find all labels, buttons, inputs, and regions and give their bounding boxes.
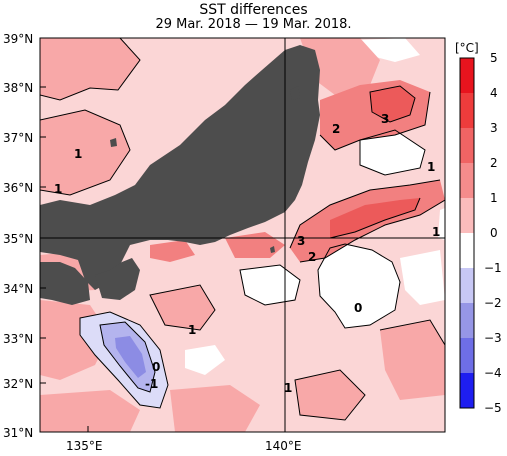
contour-line — [319, 91, 431, 151]
colorbar-segment — [460, 93, 474, 128]
lat-label: 33°N — [3, 332, 33, 346]
colorbar-segment — [460, 198, 474, 233]
lat-label: 35°N — [3, 232, 33, 246]
contour-label: 1 — [427, 160, 435, 174]
colorbar-tick-label: −1 — [484, 261, 502, 275]
contour-line — [317, 243, 401, 329]
colorbar-tick-label: 2 — [490, 156, 498, 170]
honshu-land — [40, 45, 320, 290]
lon-label: 140°E — [265, 439, 302, 453]
colorbar-segment — [460, 58, 474, 93]
cold-anomaly-patch — [115, 336, 146, 378]
contour-line — [79, 311, 169, 409]
colorbar-segment — [460, 303, 474, 338]
colorbar-tick-label: −4 — [484, 366, 502, 380]
map-subtitle: 29 Mar. 2018 — 19 Mar. 2018. — [155, 17, 352, 32]
colorbar-tick-label: 3 — [490, 121, 498, 135]
contour-label: 1 — [188, 323, 196, 337]
colorbar-unit: [°C] — [455, 41, 479, 55]
contour-lines — [40, 38, 445, 421]
contour-line — [239, 264, 301, 306]
very-strong-warm-anomaly-patch — [370, 86, 415, 122]
contour-line — [149, 284, 216, 331]
colorbar-tick-label: −2 — [484, 296, 502, 310]
very-strong-warm-anomaly-patch — [330, 198, 420, 238]
colorbar-segment — [460, 338, 474, 373]
colorbar-segment — [460, 128, 474, 163]
zero-anomaly-patch — [318, 244, 400, 328]
warm-anomaly-patch — [40, 390, 140, 432]
colorbar-frame — [459, 57, 475, 409]
lat-label: 31°N — [3, 426, 33, 440]
lon-label: 135°E — [66, 439, 103, 453]
strong-warm-anomaly-patch — [150, 240, 195, 262]
contour-label: 1 — [432, 225, 440, 239]
colorbar-segment — [460, 373, 474, 408]
colorbar-tick-label: −5 — [484, 401, 502, 415]
contour-line — [369, 85, 416, 123]
colorbar-segment — [460, 163, 474, 198]
contour-label: 1 — [54, 182, 62, 196]
warm-anomaly-patch — [300, 38, 380, 95]
zero-anomaly-patch — [400, 250, 445, 305]
colorbar-tick-label: 0 — [490, 226, 498, 240]
contour-label: -1 — [145, 377, 158, 391]
contour-label: 1 — [74, 147, 82, 161]
colorbar-tick-label: −3 — [484, 331, 502, 345]
contour-line — [40, 38, 141, 101]
oki-island-land — [110, 138, 117, 147]
warm-anomaly-patch — [40, 110, 130, 195]
contour-label: 0 — [152, 360, 160, 374]
map-frame — [39, 37, 446, 433]
izu-island-land — [270, 246, 275, 253]
colorbar-segment — [460, 233, 474, 268]
land-masses — [40, 45, 320, 305]
shikoku-land — [40, 262, 90, 305]
graticule — [40, 38, 445, 432]
lat-axis-labels: 39°N 38°N 37°N 36°N 35°N 34°N 33°N 32°N … — [3, 32, 33, 440]
warm-anomaly-patch — [295, 370, 365, 420]
lat-label: 39°N — [3, 32, 33, 46]
colorbar-segment — [460, 268, 474, 303]
contour-line — [294, 369, 366, 421]
contour-label: 3 — [297, 234, 305, 248]
contour-line — [359, 129, 426, 176]
colorbar-tick-label: 5 — [490, 51, 498, 65]
lat-label: 32°N — [3, 377, 33, 391]
warm-anomaly-patch — [40, 38, 140, 100]
contour-label: 1 — [284, 381, 292, 395]
contour-line — [40, 109, 131, 196]
contour-line — [289, 179, 441, 249]
zero-anomaly-patch — [438, 208, 445, 240]
warm-anomaly-patch — [150, 285, 215, 330]
contour-label: 2 — [332, 122, 340, 136]
lat-label: 34°N — [3, 282, 33, 296]
colorbar-tick-label: 1 — [490, 191, 498, 205]
lon-ticks — [87, 426, 286, 432]
lat-label: 38°N — [3, 81, 33, 95]
colorbar: [°C] 5 4 3 2 1 0 −1 −2 −3 −4 −5 — [455, 41, 502, 415]
contour-label: 2 — [308, 250, 316, 264]
contour-line — [99, 321, 156, 393]
map-title: SST differences — [199, 2, 308, 18]
kii-peninsula-land — [95, 258, 140, 300]
lat-ticks — [40, 37, 46, 433]
warm-anomaly-patch — [170, 385, 260, 432]
lat-label: 36°N — [3, 181, 33, 195]
contour-label: 0 — [354, 301, 362, 315]
contour-labels: 1 1 2 3 1 1 3 2 0 1 0 -1 1 — [54, 112, 440, 395]
contour-line — [329, 197, 421, 239]
sado-island-land — [290, 86, 300, 100]
contour-line — [379, 319, 445, 346]
zero-anomaly-patch — [360, 130, 425, 175]
zero-anomaly-patch — [185, 345, 225, 375]
warm-anomaly-patch — [380, 320, 445, 400]
lat-label: 37°N — [3, 131, 33, 145]
contour-line — [299, 199, 445, 263]
colorbar-tick-label: 4 — [490, 86, 498, 100]
lon-axis-labels: 135°E 140°E — [66, 439, 302, 453]
contour-label: 3 — [381, 112, 389, 126]
